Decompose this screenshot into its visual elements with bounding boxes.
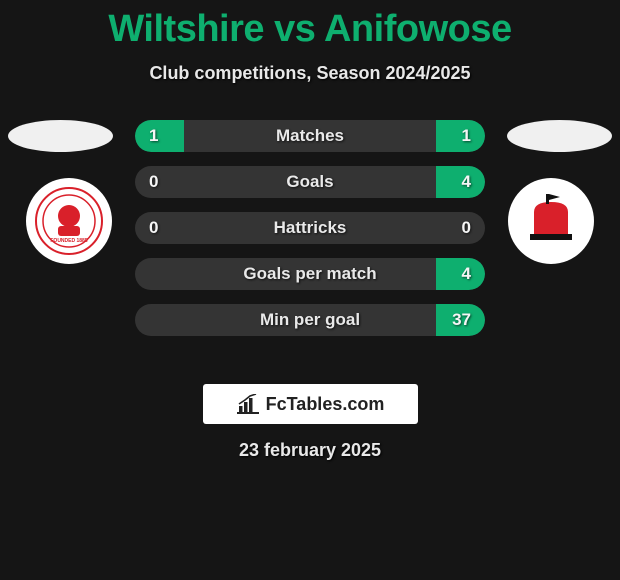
stat-label: Matches [135,126,485,146]
logo-text: FcTables.com [266,394,385,415]
team-badge-right [508,178,594,264]
stat-label: Goals [135,172,485,192]
stat-row: 0Hattricks0 [135,212,485,244]
stat-row: 0Goals4 [135,166,485,198]
stat-value-right: 0 [462,218,471,238]
country-flag-right [507,120,612,152]
date-text: 23 february 2025 [0,440,620,461]
team-badge-left: FOUNDED 1885 [26,178,112,264]
stat-row: Min per goal37 [135,304,485,336]
stat-row: Goals per match4 [135,258,485,290]
stat-row: 1Matches1 [135,120,485,152]
stat-value-right: 1 [462,126,471,146]
country-flag-left [8,120,113,152]
crest-left-icon: FOUNDED 1885 [34,186,104,256]
comparison-area: FOUNDED 1885 1Matches10Goals40Hattricks0… [0,120,620,380]
stat-value-right: 4 [462,172,471,192]
stats-container: 1Matches10Goals40Hattricks0Goals per mat… [135,120,485,350]
fctables-logo[interactable]: FcTables.com [203,384,418,424]
page-title: Wiltshire vs Anifowose [0,0,620,51]
stat-label: Min per goal [135,310,485,330]
crest-right-icon [516,186,586,256]
stat-value-right: 4 [462,264,471,284]
bar-chart-icon [236,394,260,414]
svg-text:FOUNDED 1885: FOUNDED 1885 [50,238,87,244]
stat-value-right: 37 [452,310,471,330]
stat-label: Hattricks [135,218,485,238]
subtitle: Club competitions, Season 2024/2025 [0,63,620,84]
stat-label: Goals per match [135,264,485,284]
